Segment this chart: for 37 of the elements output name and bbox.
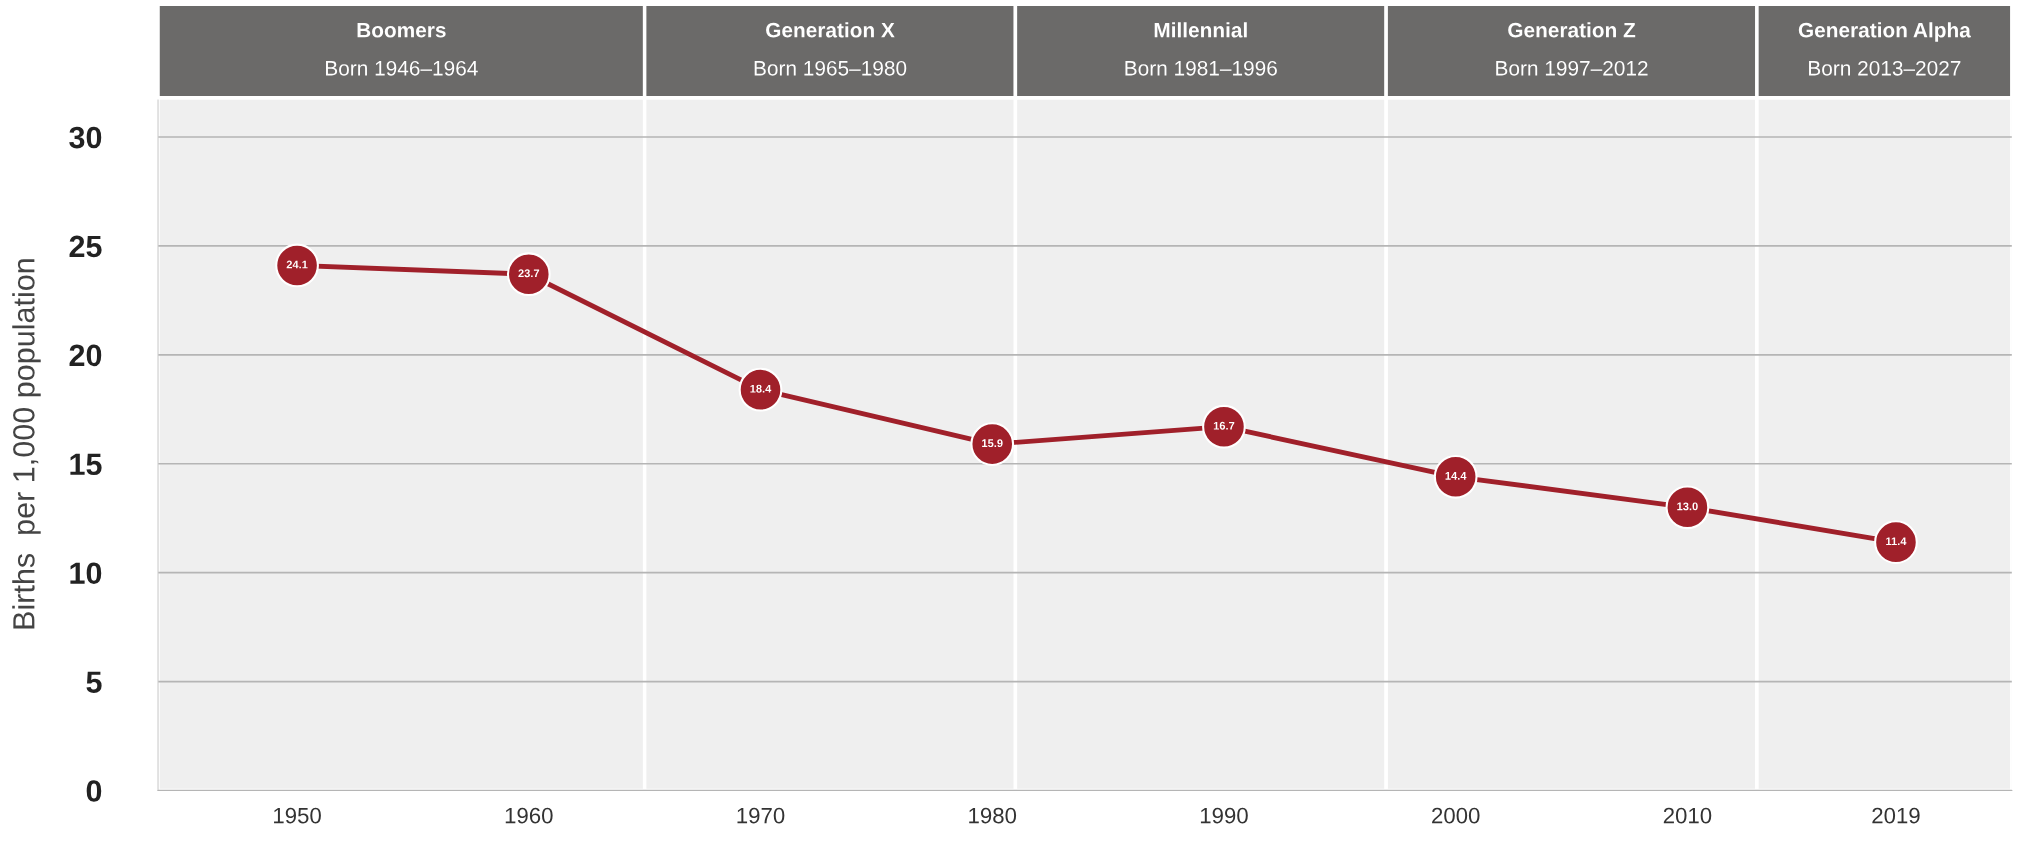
y-tick-label: 0: [86, 780, 102, 802]
band-label: Generation Alpha Born 2013–2027: [1798, 22, 1971, 76]
y-tick-label: 10: [70, 562, 102, 585]
band-label: Generation X Born 1965–1980: [754, 22, 907, 76]
text: 16.7: [1213, 421, 1235, 430]
text: 14.4: [1445, 472, 1467, 480]
point: [970, 422, 1015, 466]
y-tick-label: 30: [69, 126, 102, 149]
point: [1665, 485, 1710, 530]
text: 15.9: [982, 439, 1003, 448]
y-axis-title: Births per 1,000 population: [12, 259, 41, 629]
point: [275, 243, 319, 288]
y-tick-label: 20: [69, 344, 102, 367]
text: 13.0: [1677, 502, 1698, 511]
text: 23.7: [518, 269, 540, 278]
point: [506, 252, 551, 297]
text: 24.1: [286, 260, 308, 269]
band-label: Generation Z Born 1997–2012: [1496, 22, 1648, 76]
x-tick-label: 1950: [274, 807, 321, 824]
y-tick-label: 25: [69, 235, 102, 258]
x-tick-label: 2019: [1872, 807, 1920, 824]
text: 18.4: [750, 384, 772, 393]
point: [1433, 454, 1478, 499]
x-tick-label: 2000: [1432, 807, 1480, 824]
text: 11.4: [1886, 537, 1907, 546]
x-tick-label: 1990: [1200, 807, 1248, 824]
x-tick-label: 2010: [1663, 807, 1712, 824]
band-label: Boomers Born 1946–1964: [326, 22, 478, 76]
x-tick-label: 1970: [737, 807, 785, 824]
y-tick-label: 5: [86, 671, 102, 693]
x-tick-label: 1980: [969, 807, 1017, 824]
x-tick-label: 1960: [505, 807, 553, 824]
point: [1202, 404, 1246, 449]
y-tick-label: 15: [70, 453, 102, 476]
point: [738, 367, 783, 412]
band-label: Millennial Born 1981–1996: [1125, 22, 1277, 76]
point: [1874, 520, 1918, 565]
